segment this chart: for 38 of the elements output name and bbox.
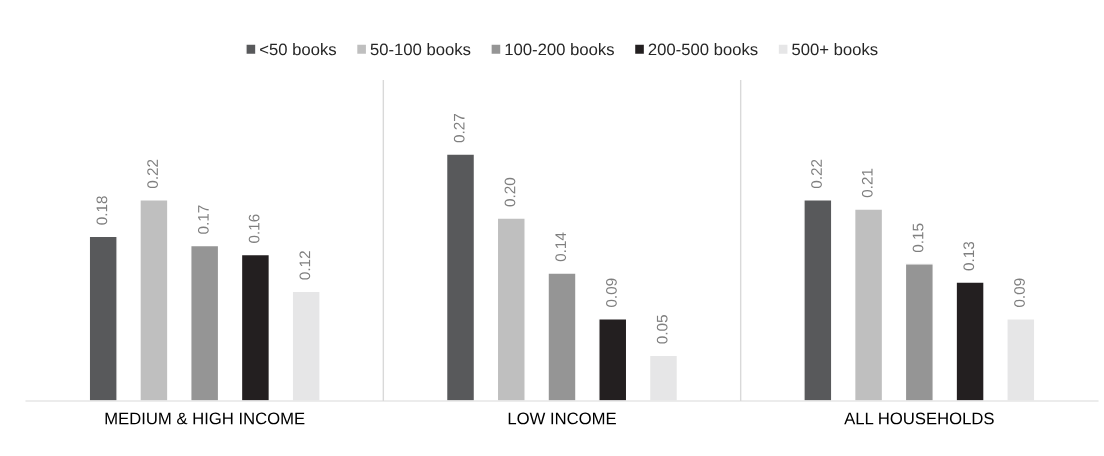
bar xyxy=(904,263,934,401)
bar xyxy=(496,217,526,401)
bar xyxy=(853,208,884,401)
data-label: 0.21 xyxy=(861,168,873,198)
legend-label: 200-500 books xyxy=(648,43,758,56)
legend-label: <50 books xyxy=(260,43,337,56)
data-label: 0.09 xyxy=(1014,278,1025,307)
x-tick-label: LOW INCOME xyxy=(508,412,616,425)
bar xyxy=(648,354,679,401)
bar xyxy=(291,290,321,401)
bar xyxy=(598,317,628,401)
x-tick-label: ALL HOUSEHOLDS xyxy=(844,412,994,425)
data-label: 0.12 xyxy=(299,251,311,280)
bar xyxy=(547,272,577,401)
data-label: 0.15 xyxy=(912,223,924,253)
data-label: 0.27 xyxy=(453,114,465,143)
bar xyxy=(803,199,833,401)
legend-label: 50-100 books xyxy=(370,43,471,56)
bar xyxy=(88,235,118,401)
bar xyxy=(445,153,476,401)
data-label: 0.17 xyxy=(197,205,209,234)
bar xyxy=(139,199,169,401)
x-tick-label: MEDIUM & HIGH INCOME xyxy=(105,412,305,425)
bar xyxy=(955,281,985,401)
data-label: 0.22 xyxy=(811,159,822,189)
data-label: 0.13 xyxy=(963,241,975,271)
data-label: 0.20 xyxy=(504,177,516,207)
bar xyxy=(1006,317,1036,401)
data-label: 0.09 xyxy=(606,278,617,307)
bar xyxy=(190,244,220,401)
data-label: 0.14 xyxy=(555,232,567,262)
legend-label: 100-200 books xyxy=(505,43,614,56)
data-label: 0.16 xyxy=(248,214,260,243)
data-label: 0.22 xyxy=(147,159,159,189)
legend-label: 500+ books xyxy=(792,43,878,56)
bar xyxy=(240,253,271,401)
data-label: 0.05 xyxy=(656,315,668,344)
data-label: 0.18 xyxy=(96,196,108,225)
